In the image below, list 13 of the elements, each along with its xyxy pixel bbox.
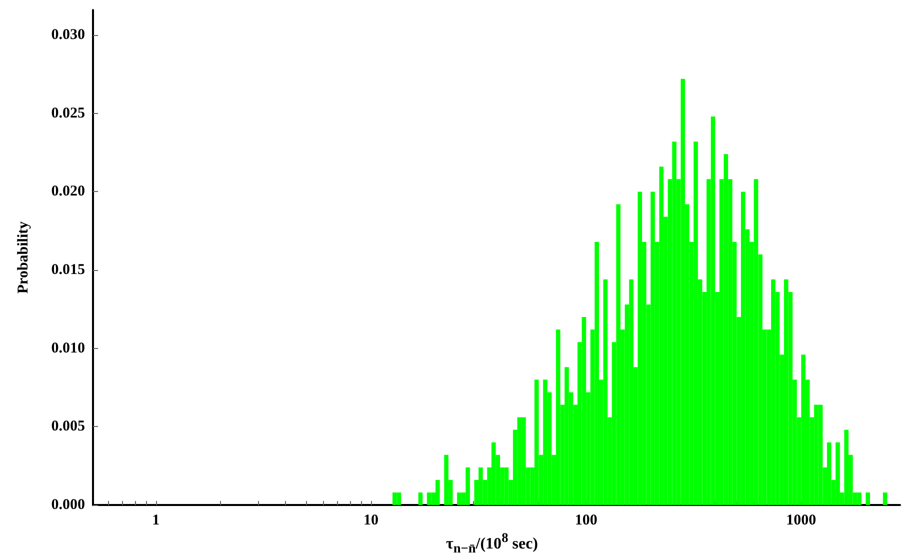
y-tick-label: 0.005 bbox=[51, 418, 85, 435]
y-tick-label: 0.000 bbox=[51, 497, 85, 513]
y-tick-label: 0.010 bbox=[51, 340, 85, 356]
x-tick-label: 10 bbox=[363, 512, 378, 528]
y-axis-title: Probability bbox=[16, 220, 32, 294]
x-axis-title: τ$_{n−n̄}$/(10$^{8}$ sec) bbox=[444, 530, 539, 557]
y-tick-label: 0.020 bbox=[51, 184, 85, 200]
y-tick-label: 0.030 bbox=[51, 27, 85, 44]
x-tick-label: 1000 bbox=[786, 512, 816, 528]
y-tick-label: 0.025 bbox=[51, 105, 85, 122]
x-tick-label: 1 bbox=[152, 512, 160, 528]
x-tick-label: 100 bbox=[574, 512, 598, 528]
y-tick-label: 0.015 bbox=[51, 262, 85, 278]
